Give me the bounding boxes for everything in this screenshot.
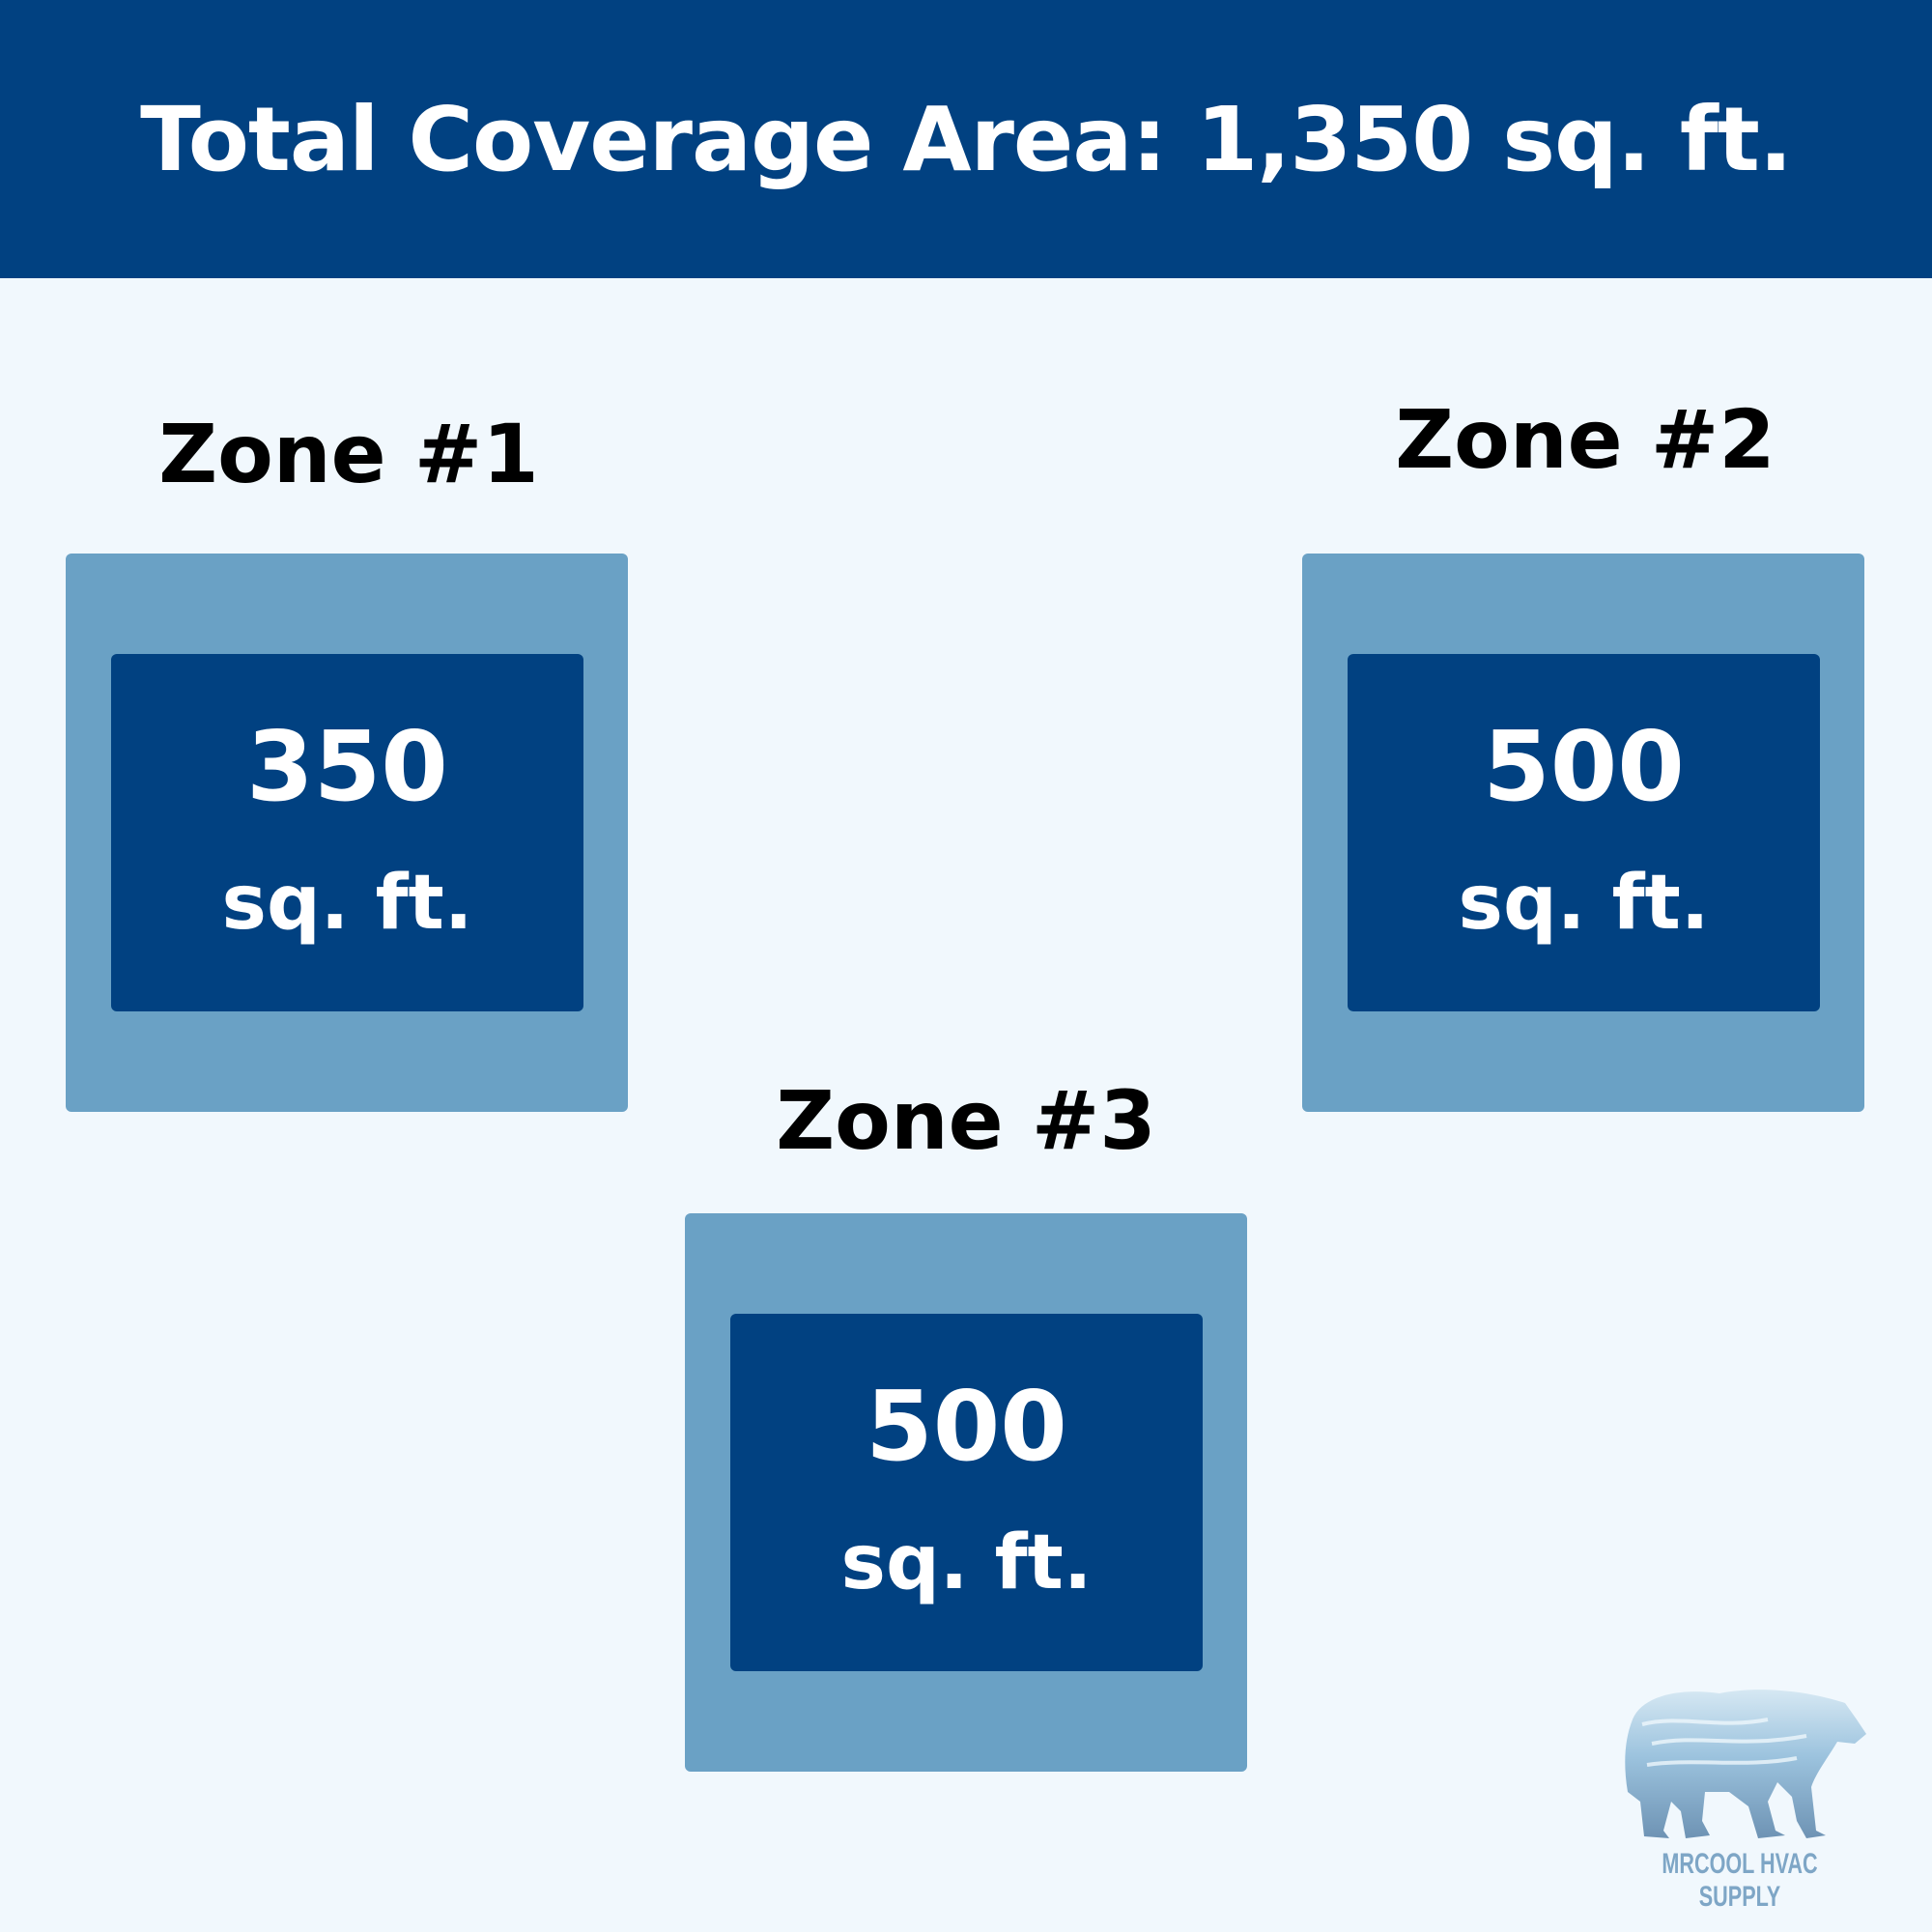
zone-1-card: 350 sq. ft.	[66, 554, 628, 1112]
page-title: Total Coverage Area: 1,350 sq. ft.	[140, 87, 1793, 191]
zone-1-label: Zone #1	[158, 407, 539, 501]
zone-2-area-value: 500	[1483, 710, 1685, 823]
zone-2-card: 500 sq. ft.	[1302, 554, 1864, 1112]
zone-1-area-unit: sq. ft.	[221, 860, 473, 947]
zone-1-area-value: 350	[246, 710, 448, 823]
zone-3-area-box: 500 sq. ft.	[730, 1314, 1203, 1671]
brand-name: MRCOOL HVAC SUPPLY	[1662, 1848, 1818, 1913]
zone-3-area-unit: sq. ft.	[840, 1520, 1093, 1606]
zone-3-label: Zone #3	[776, 1073, 1156, 1168]
brand-logo: MRCOOL HVAC SUPPLY	[1613, 1676, 1874, 1913]
zone-2-area-box: 500 sq. ft.	[1348, 654, 1820, 1011]
zone-2-area-unit: sq. ft.	[1458, 860, 1710, 947]
zone-2-label: Zone #2	[1395, 392, 1776, 487]
header-banner: Total Coverage Area: 1,350 sq. ft.	[0, 0, 1932, 278]
zone-1-area-box: 350 sq. ft.	[111, 654, 583, 1011]
zone-3-area-value: 500	[866, 1370, 1067, 1483]
zone-3-card: 500 sq. ft.	[685, 1213, 1247, 1772]
polar-bear-icon	[1625, 1690, 1866, 1838]
